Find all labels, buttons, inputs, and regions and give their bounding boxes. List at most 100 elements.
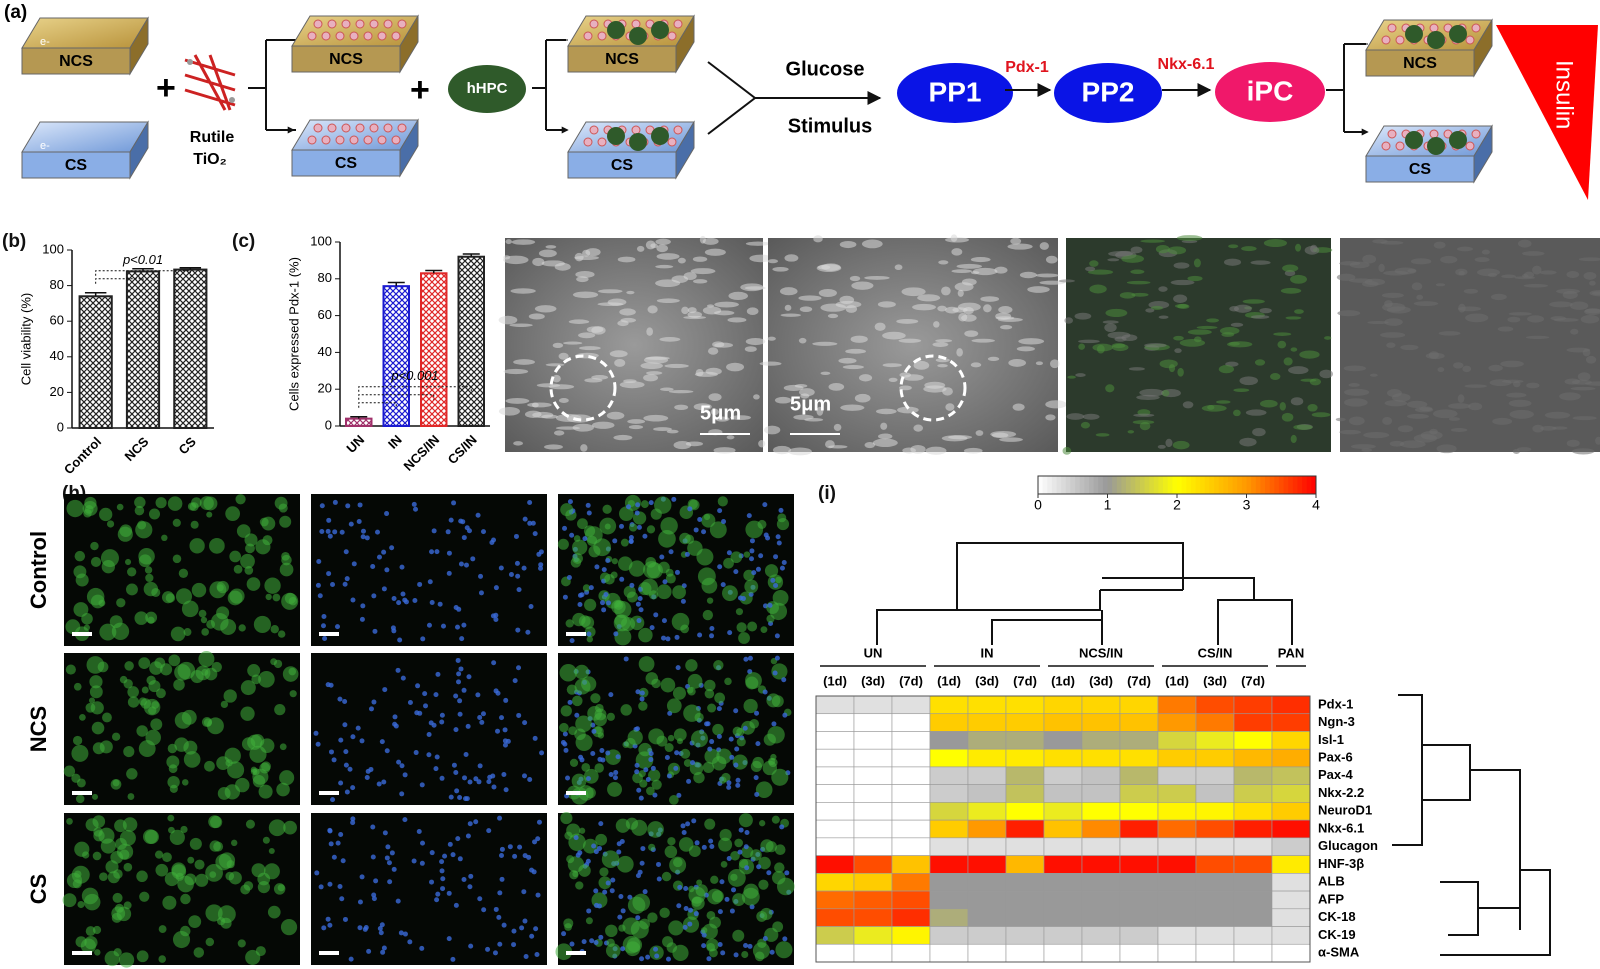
texture [877, 301, 896, 308]
heatmap-cell [1119, 695, 1159, 715]
insulin-signal [172, 554, 182, 564]
texture [545, 363, 565, 367]
insulin-signal [760, 839, 774, 853]
hhpc-label: hHPC [467, 80, 508, 97]
colorbar-step [1246, 476, 1252, 494]
insulin-signal [718, 837, 733, 852]
heatmap-cell [815, 695, 855, 715]
heatmap-cell [853, 855, 893, 874]
heatmap-cell [1271, 731, 1311, 750]
heatmap-cell [1195, 766, 1235, 785]
nucleus [373, 878, 379, 884]
particle [341, 19, 351, 29]
insulin-signal [241, 737, 256, 751]
nucleus [522, 853, 528, 859]
colorbar-step [1181, 476, 1187, 494]
nucleus [640, 846, 646, 852]
nucleus [331, 757, 337, 763]
texture [1382, 417, 1393, 425]
nucleus [468, 873, 474, 879]
insulin-signal [614, 628, 632, 646]
insulin-signal [109, 615, 123, 629]
nucleus [319, 503, 325, 509]
texture [983, 304, 992, 313]
nucleus [454, 788, 460, 794]
texture [1522, 251, 1545, 256]
nucleus [726, 855, 732, 861]
texture [1507, 316, 1521, 323]
nucleus [756, 864, 762, 870]
insulin-signal [243, 881, 254, 891]
insulin-signal [616, 855, 634, 873]
nucleus [426, 752, 432, 758]
insulin-signal [724, 677, 732, 686]
panel-label: (c) [232, 231, 255, 252]
texture [1514, 276, 1536, 280]
nucleus [391, 595, 397, 601]
texture [1549, 301, 1573, 308]
nucleus [779, 565, 785, 571]
insulin-signal [150, 718, 163, 731]
heatmap-cell [853, 890, 893, 910]
heatmap-cell [1043, 784, 1083, 803]
heatmap-cell [1081, 837, 1121, 856]
texture [1229, 306, 1240, 312]
nucleus [782, 936, 788, 942]
texture [503, 368, 529, 375]
texture [833, 423, 842, 431]
insulin-signal [702, 761, 715, 773]
insulin-signal [145, 729, 161, 746]
heatmap-cell [1005, 908, 1045, 927]
nucleus [733, 708, 739, 714]
column-dendrogram [876, 542, 1293, 645]
heatmap-cell [815, 748, 855, 768]
texture [659, 337, 681, 342]
texture [963, 447, 983, 454]
bar [78, 295, 113, 429]
nucleus [652, 792, 658, 798]
nucleus [359, 874, 365, 880]
texture [1583, 271, 1597, 280]
insulin-signal [72, 879, 82, 889]
nucleus [453, 605, 459, 611]
texture [1080, 421, 1090, 429]
texture [555, 426, 580, 430]
insulin-signal [101, 560, 115, 574]
insulin-signal [749, 719, 759, 729]
nucleus [511, 928, 517, 934]
texture [1140, 239, 1165, 243]
ipc [1215, 62, 1325, 122]
heatmap-cell [853, 695, 893, 715]
texture [1281, 412, 1294, 422]
nucleus [392, 721, 398, 727]
heatmap-cell [815, 908, 855, 927]
nucleus [466, 674, 472, 680]
texture [1433, 409, 1458, 419]
texture [643, 374, 659, 382]
heatmap-cell [853, 908, 893, 927]
texture [1242, 299, 1265, 304]
nucleus [664, 755, 670, 761]
insulin-signal [664, 845, 678, 859]
nucleus [778, 507, 784, 513]
nucleus [637, 869, 643, 875]
nucleus [317, 593, 323, 599]
nucleus [422, 691, 428, 697]
heatmap-cell [853, 926, 893, 945]
insulin-signal [257, 872, 271, 886]
heatmap-cell [1005, 890, 1045, 910]
colorbar-step [1116, 476, 1122, 494]
texture [1566, 271, 1580, 279]
texture [1174, 348, 1182, 354]
slab-top [291, 15, 419, 47]
insulin-signal [607, 781, 622, 797]
texture [1239, 437, 1257, 447]
colorbar-step [1075, 476, 1081, 494]
nucleus [501, 922, 507, 928]
heatmap-cell [853, 837, 893, 856]
texture [538, 249, 557, 258]
heatmap-cell [1119, 802, 1159, 821]
texture [749, 254, 773, 263]
nucleus [781, 559, 787, 565]
texture [1290, 274, 1307, 284]
